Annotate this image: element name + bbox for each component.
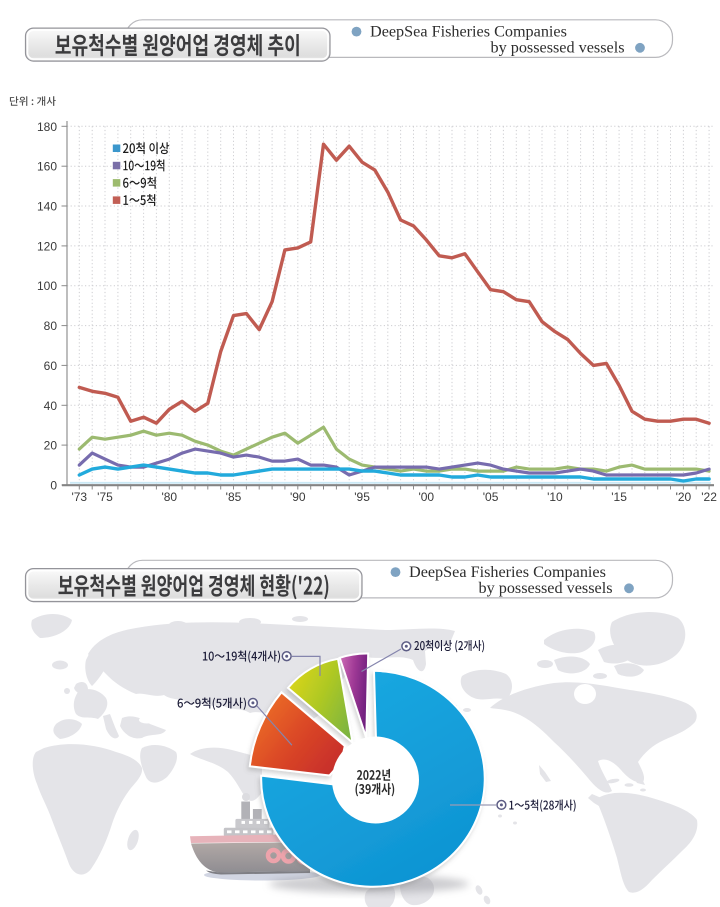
svg-text:by possessed vessels: by possessed vessels — [491, 39, 625, 57]
svg-text:'00: '00 — [418, 490, 434, 504]
svg-text:'95: '95 — [354, 490, 370, 504]
svg-text:40: 40 — [44, 399, 58, 413]
svg-text:'90: '90 — [290, 490, 306, 504]
svg-text:'73: '73 — [71, 490, 87, 504]
svg-text:DeepSea Fisheries Companies: DeepSea Fisheries Companies — [409, 563, 606, 581]
svg-text:by possessed vessels: by possessed vessels — [479, 579, 613, 597]
svg-text:'22: '22 — [701, 490, 717, 504]
svg-text:'20: '20 — [676, 490, 692, 504]
svg-text:20: 20 — [44, 439, 58, 453]
svg-text:60: 60 — [44, 359, 58, 373]
svg-text:80: 80 — [44, 319, 58, 333]
svg-text:160: 160 — [37, 160, 57, 174]
svg-text:180: 180 — [37, 120, 57, 134]
svg-text:'10: '10 — [547, 490, 563, 504]
svg-text:'05: '05 — [483, 490, 499, 504]
svg-text:DeepSea Fisheries Companies: DeepSea Fisheries Companies — [370, 22, 567, 40]
svg-text:'75: '75 — [97, 490, 113, 504]
svg-text:'85: '85 — [226, 490, 242, 504]
svg-text:140: 140 — [37, 200, 57, 214]
svg-text:'80: '80 — [161, 490, 177, 504]
svg-text:0: 0 — [50, 479, 57, 493]
svg-text:120: 120 — [37, 239, 57, 253]
svg-text:'15: '15 — [611, 490, 627, 504]
svg-text:100: 100 — [37, 279, 57, 293]
